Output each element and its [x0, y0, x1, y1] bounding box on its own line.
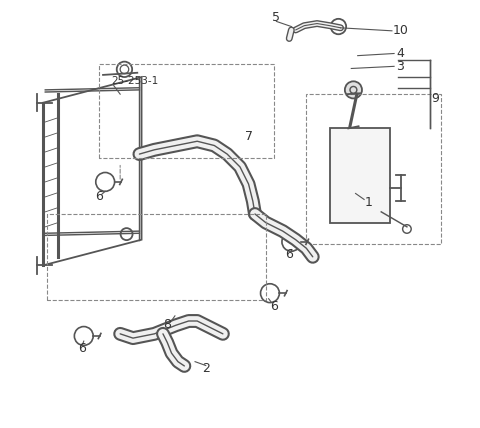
Text: 6: 6 [95, 190, 103, 203]
Text: 9: 9 [431, 92, 439, 105]
Text: 6: 6 [270, 300, 278, 312]
Text: 25-253-1: 25-253-1 [111, 76, 159, 86]
Text: 5: 5 [272, 12, 280, 24]
Circle shape [345, 81, 362, 98]
Text: 10: 10 [393, 24, 408, 37]
Text: 3: 3 [396, 60, 405, 73]
Text: 2: 2 [202, 363, 210, 375]
Text: 1: 1 [364, 196, 372, 208]
Text: 4: 4 [396, 47, 405, 60]
Text: 6: 6 [78, 342, 85, 355]
FancyBboxPatch shape [330, 128, 390, 223]
Text: 7: 7 [244, 131, 252, 143]
Text: 6: 6 [285, 248, 293, 261]
Text: 8: 8 [163, 318, 171, 331]
